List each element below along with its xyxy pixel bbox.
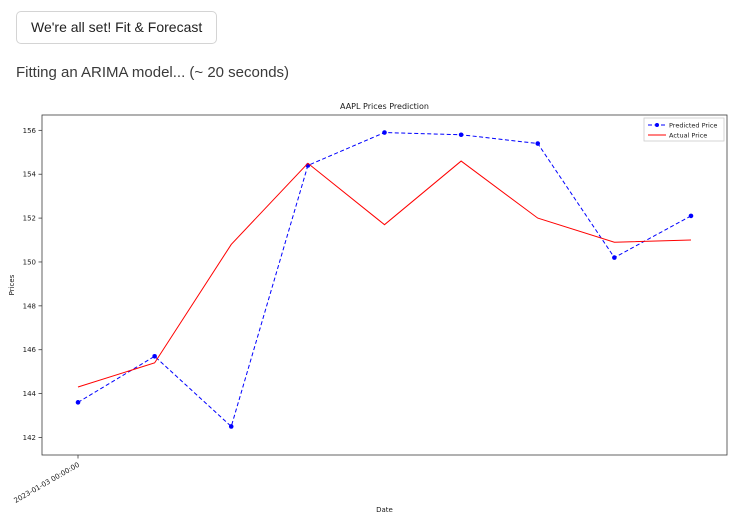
y-tick-label: 148 <box>23 302 36 310</box>
series-marker-0 <box>382 130 387 135</box>
series-marker-0 <box>535 141 541 146</box>
fit-forecast-button[interactable]: We're all set! Fit & Forecast <box>16 11 218 44</box>
series-marker-0 <box>688 213 694 219</box>
series-marker-0 <box>458 132 464 138</box>
legend-label-0: Predicted Price <box>669 121 717 129</box>
legend-marker-0 <box>655 123 659 127</box>
y-axis-label: Prices <box>8 274 16 295</box>
y-tick-label: 144 <box>23 390 37 398</box>
series-marker-0 <box>152 353 157 359</box>
chart-title: AAPL Prices Prediction <box>340 102 429 111</box>
chart-svg: 142 144 146 148 150 152 154 156 2023-01-03 00:00… <box>8 102 728 514</box>
chart-figure: 142 144 146 148 150 152 154 156 2023-01-03 00:00… <box>0 95 738 523</box>
x-tick-label: 2023-01-03 00:00:00 <box>13 461 81 505</box>
y-tick-label: 146 <box>23 346 37 354</box>
y-tick-label: 142 <box>23 434 36 442</box>
series-line-1 <box>77 160 692 388</box>
plot-area <box>41 114 728 456</box>
y-tick-label: 156 <box>23 127 37 135</box>
series-marker-0 <box>75 400 81 405</box>
legend-label-1: Actual Price <box>669 131 707 139</box>
x-axis-label: Date <box>376 506 393 514</box>
series-marker-0 <box>612 255 617 260</box>
y-tick-label: 154 <box>23 171 37 179</box>
status-text: Fitting an ARIMA model... (~ 20 seconds) <box>16 64 290 81</box>
series-marker-0 <box>228 424 234 429</box>
y-tick-label: 150 <box>23 258 36 266</box>
y-tick-label: 152 <box>23 215 36 223</box>
